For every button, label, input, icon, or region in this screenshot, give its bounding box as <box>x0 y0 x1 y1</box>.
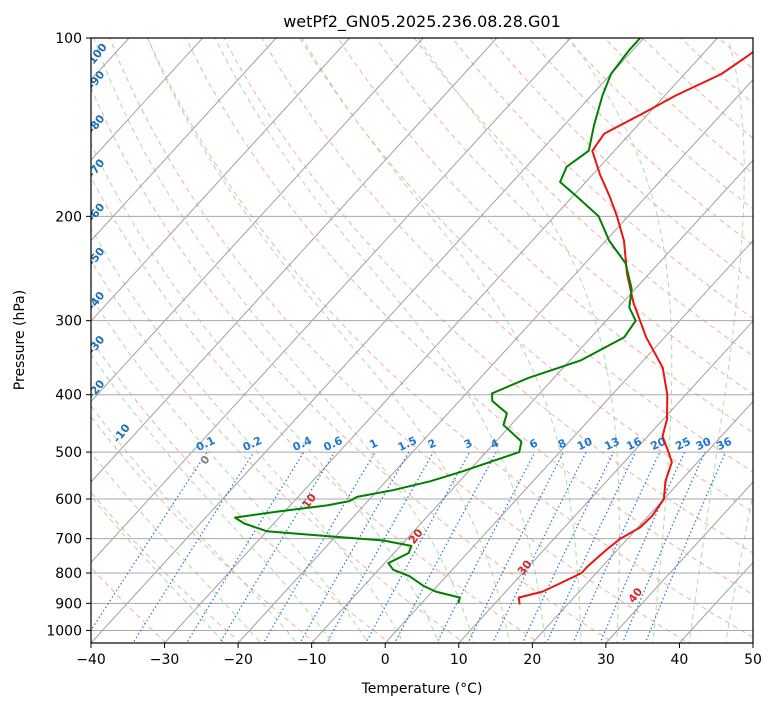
x-tick-label: −10 <box>297 652 327 668</box>
x-tick-label: 0 <box>381 652 390 668</box>
x-axis-label: Temperature (°C) <box>361 681 483 697</box>
y-tick-label: 800 <box>55 566 82 582</box>
y-tick-label: 100 <box>55 31 82 47</box>
y-tick-label: 900 <box>55 596 82 612</box>
y-tick-label: 500 <box>55 445 82 461</box>
x-tick-label: −40 <box>76 652 106 668</box>
y-tick-label: 600 <box>55 492 82 508</box>
y-tick-label: 700 <box>55 532 82 548</box>
x-tick-label: −20 <box>223 652 253 668</box>
y-tick-label: 300 <box>55 314 82 330</box>
x-tick-label: 40 <box>671 652 689 668</box>
y-tick-label: 1000 <box>46 623 82 639</box>
chart-title: wetPf2_GN05.2025.236.08.28.G01 <box>283 12 561 32</box>
x-tick-label: 50 <box>744 652 762 668</box>
y-tick-label: 400 <box>55 388 82 404</box>
x-tick-label: 10 <box>450 652 468 668</box>
x-tick-label: −30 <box>150 652 180 668</box>
y-axis-label: Pressure (hPa) <box>12 290 28 390</box>
y-tick-label: 200 <box>55 209 82 225</box>
x-tick-label: 20 <box>523 652 541 668</box>
x-tick-label: 30 <box>597 652 615 668</box>
